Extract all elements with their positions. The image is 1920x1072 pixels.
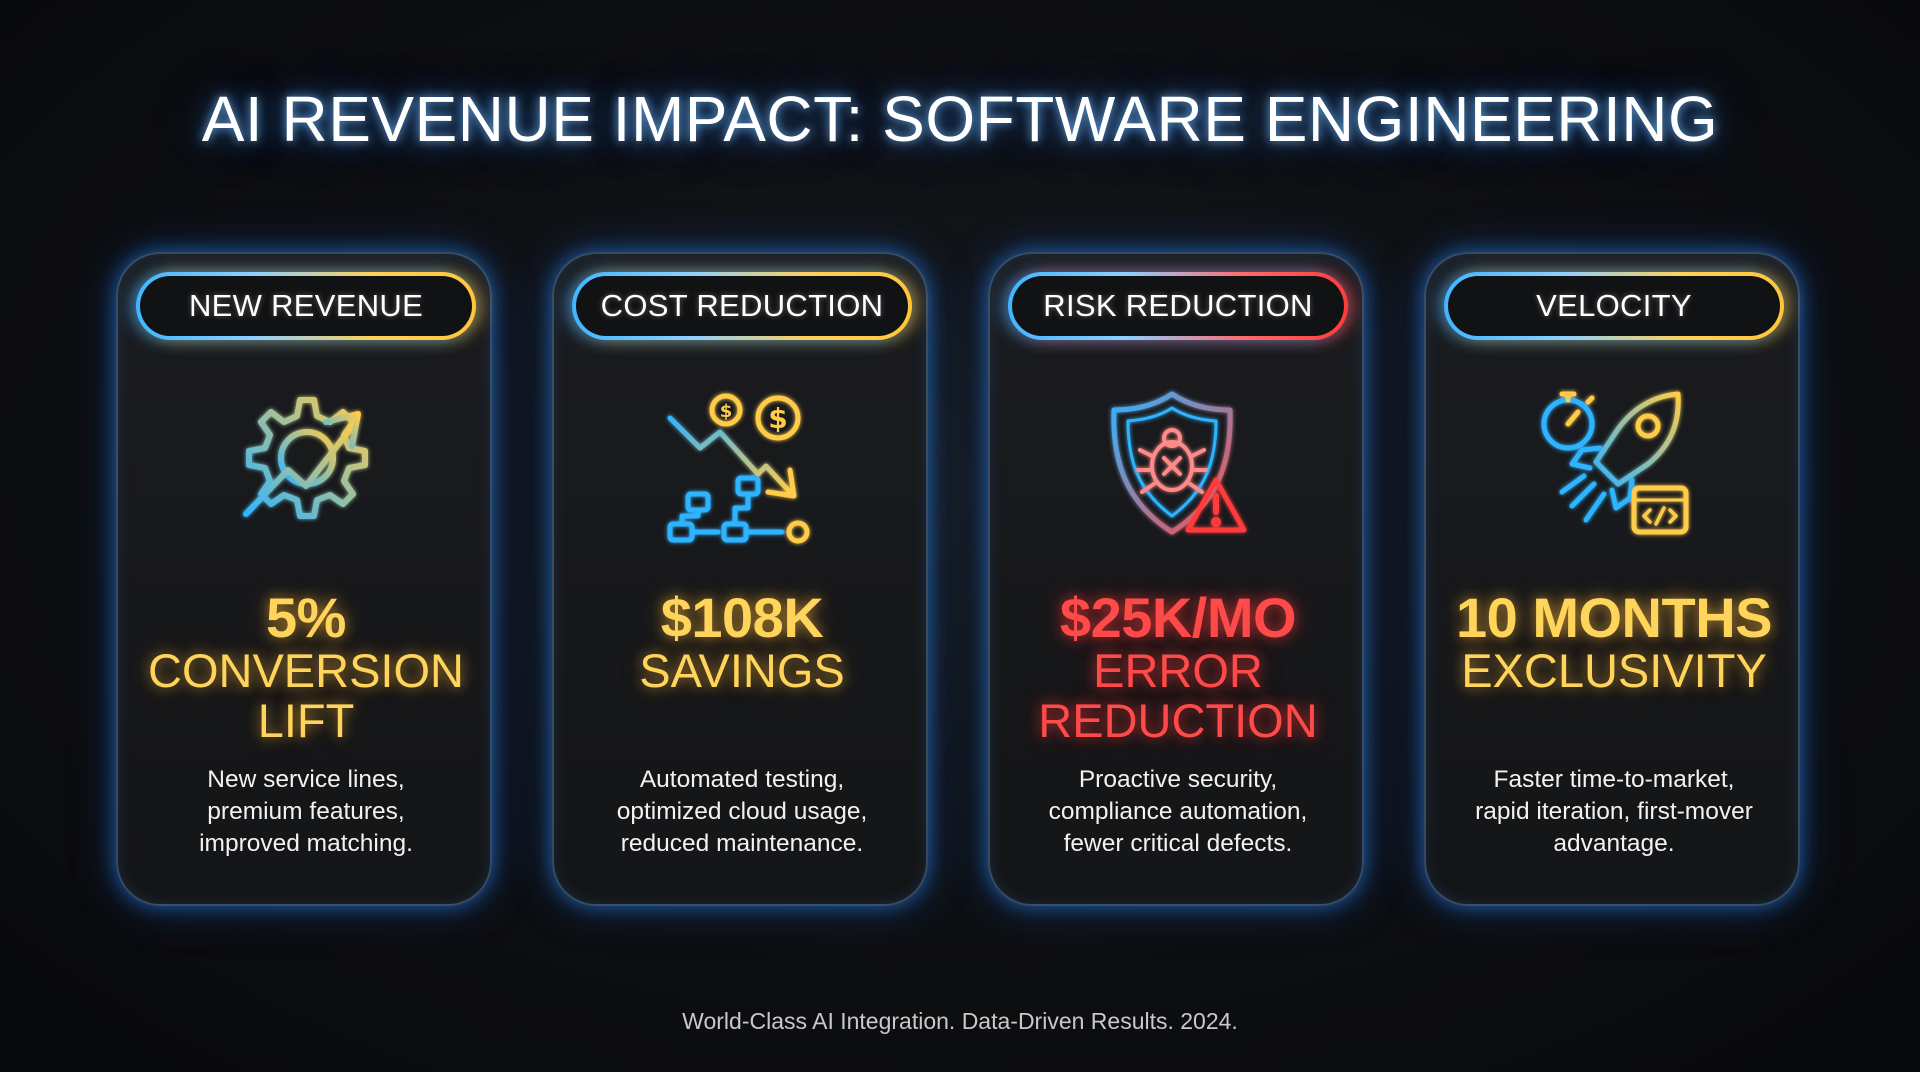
svg-text:$: $ — [768, 402, 787, 435]
description-line-3: reduced maintenance. — [620, 830, 864, 857]
gear-growth-arrow-icon — [226, 384, 386, 544]
card-label-pill: RISK REDUCTION — [1008, 272, 1348, 340]
description-line-3: improved matching. — [199, 830, 413, 857]
card-metric: $108K SAVINGS — [554, 590, 930, 696]
card-metric: $25K/MO ERROR REDUCTION — [990, 590, 1366, 746]
description-line-1: New service lines, — [207, 766, 405, 793]
metric-value: 10 MONTHS — [1456, 586, 1773, 649]
card-label: NEW REVENUE — [188, 288, 424, 323]
metric-value: $108K — [660, 586, 824, 649]
description-line-1: Faster time-to-market, — [1493, 766, 1735, 793]
metric-value: $25K/MO — [1059, 586, 1297, 649]
description-line-3: fewer critical defects. — [1063, 830, 1293, 857]
svg-text:$: $ — [720, 401, 733, 422]
metric-label-line-1: SAVINGS — [639, 644, 845, 697]
card-label: RISK REDUCTION — [1043, 288, 1313, 323]
card-description: Proactive security, compliance automatio… — [1010, 764, 1346, 860]
metric-value: 5% — [266, 586, 346, 649]
card-label-pill: VELOCITY — [1444, 272, 1784, 340]
metric-label-line-2: LIFT — [257, 694, 355, 747]
description-line-1: Automated testing, — [639, 766, 845, 793]
card-description: Faster time-to-market, rapid iteration, … — [1446, 764, 1782, 860]
card-description: New service lines, premium features, imp… — [138, 764, 474, 860]
description-line-1: Proactive security, — [1078, 766, 1278, 793]
description-line-2: optimized cloud usage, — [616, 798, 868, 825]
description-line-2: rapid iteration, first-mover — [1475, 798, 1753, 825]
card-label: COST REDUCTION — [600, 288, 884, 323]
card-label-pill: COST REDUCTION — [572, 272, 912, 340]
card-label-pill: NEW REVENUE — [136, 272, 476, 340]
metric-label-line-1: ERROR — [1093, 644, 1263, 697]
card-metric: 10 MONTHS EXCLUSIVITY — [1426, 590, 1802, 696]
description-line-2: premium features, — [207, 798, 405, 825]
card-cost-reduction: COST REDUCTION — [552, 252, 928, 906]
card-risk-reduction: RISK REDUCTION — [988, 252, 1364, 906]
card-metric: 5% CONVERSION LIFT — [118, 590, 494, 746]
description-line-3: advantage. — [1553, 830, 1675, 857]
page-title: AI REVENUE IMPACT: SOFTWARE ENGINEERING — [201, 83, 1719, 155]
card-new-revenue: NEW REVENUE 5% CONVERSION — [116, 252, 492, 906]
cost-down-workflow-icon: $ $ — [662, 384, 822, 544]
card-velocity: VELOCITY — [1424, 252, 1800, 906]
shield-bug-warning-icon — [1098, 384, 1258, 544]
footer-tagline: World-Class AI Integration. Data-Driven … — [682, 1008, 1238, 1034]
card-label: VELOCITY — [1536, 288, 1692, 323]
metric-label-line-2: REDUCTION — [1038, 694, 1318, 747]
metric-label-line-1: CONVERSION — [148, 644, 464, 697]
card-description: Automated testing, optimized cloud usage… — [574, 764, 910, 860]
description-line-2: compliance automation, — [1048, 798, 1308, 825]
rocket-stopwatch-code-icon — [1534, 384, 1694, 544]
metric-label-line-1: EXCLUSIVITY — [1461, 644, 1767, 697]
